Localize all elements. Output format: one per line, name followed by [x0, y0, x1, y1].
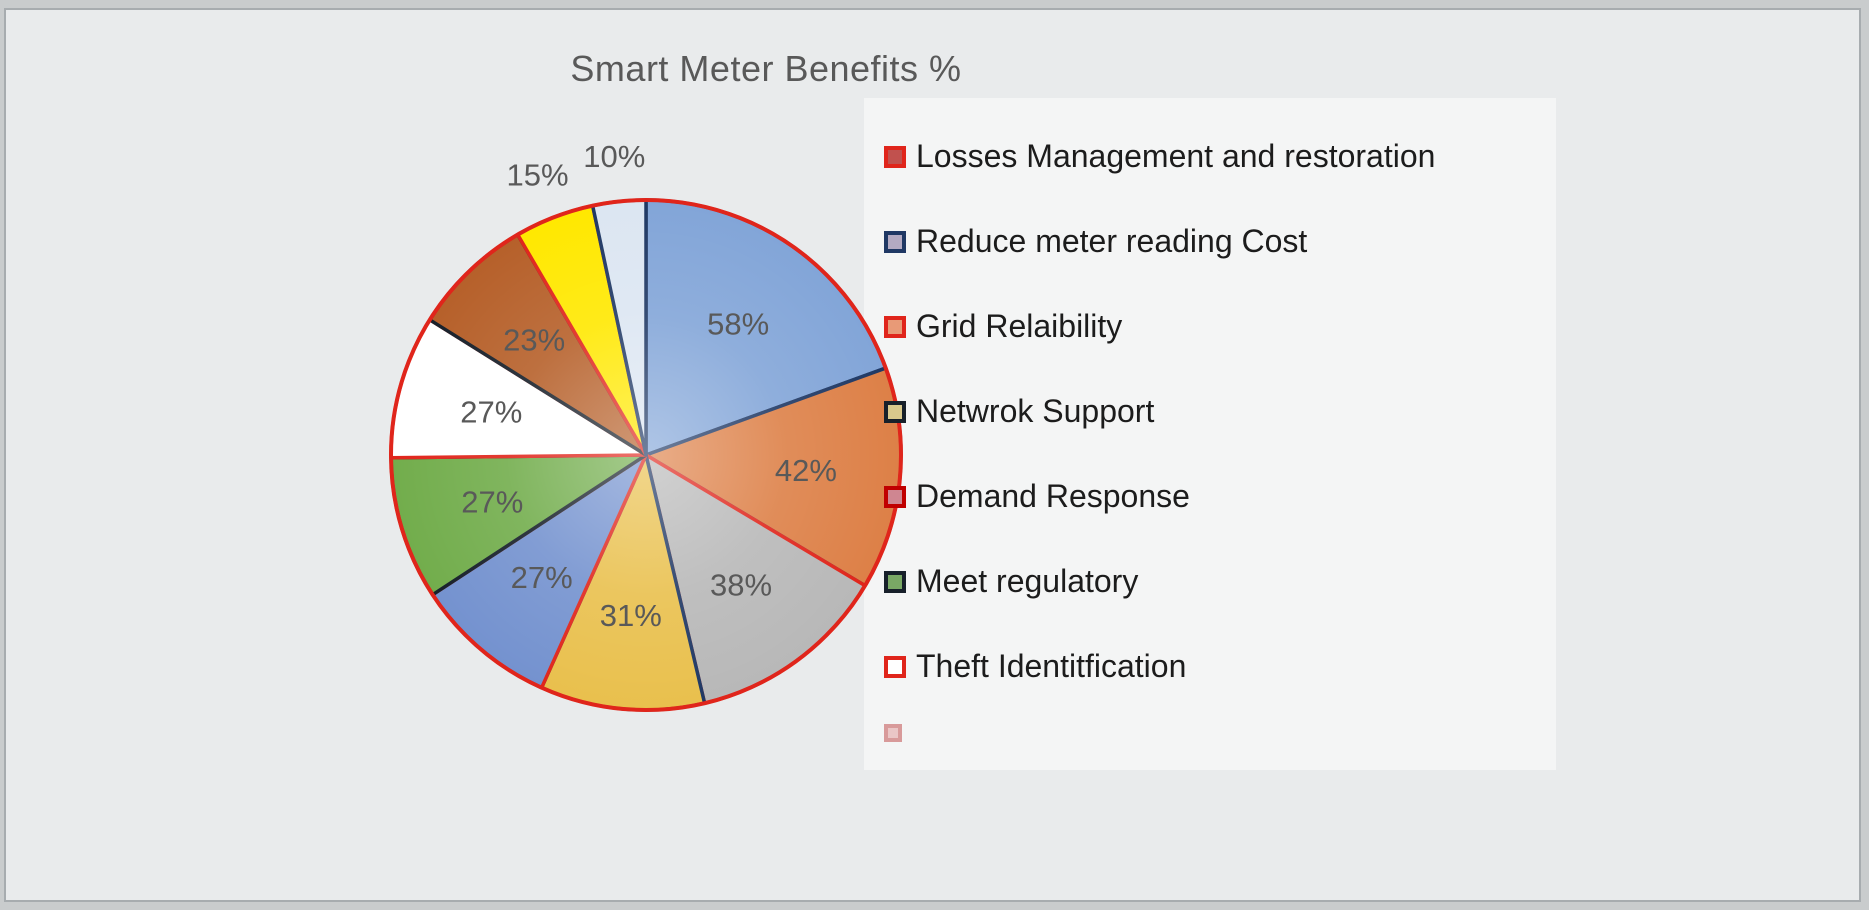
- pie-slice-labels: 58% 42% 38% 31% 27% 27% 27% 23% 15% 10%: [460, 139, 837, 633]
- legend-item-label: Reduce meter reading Cost: [916, 223, 1308, 259]
- legend-item: Netwrok Support: [884, 369, 1544, 454]
- legend-panel-background: [864, 98, 1556, 770]
- pie-chart-svg: 58% 42% 38% 31% 27% 27% 27% 23% 15% 10%: [389, 139, 903, 712]
- legend-swatch: [884, 315, 906, 338]
- legend-swatch: [884, 145, 906, 168]
- legend-item-label: Grid Relaibility: [916, 308, 1123, 344]
- pie-slice-label: 42%: [775, 453, 837, 488]
- legend-swatch: [884, 570, 906, 593]
- legend-item: Meet regulatory: [884, 539, 1544, 624]
- legend-item-label: Demand Response: [916, 478, 1190, 514]
- legend-item-label: Meet regulatory: [916, 563, 1139, 599]
- legend-item: Grid Relaibility: [884, 284, 1544, 369]
- pie-slice-label: 58%: [707, 307, 769, 342]
- pie-slice-label: 31%: [600, 598, 662, 633]
- legend-item: Reduce meter reading Cost: [884, 199, 1544, 284]
- pie-slice-label: 23%: [503, 323, 565, 358]
- legend-swatch: [884, 400, 906, 423]
- pie-slice-label: 15%: [506, 157, 568, 192]
- legend-swatch: [884, 724, 902, 742]
- chart-area: 58% 42% 38% 31% 27% 27% 27% 23% 15% 10% Smart Met…: [4, 8, 1861, 902]
- pie-slice-label: 10%: [583, 139, 645, 174]
- legend-item-label: Losses Management and restoration: [916, 138, 1436, 174]
- legend-item: Theft Identitfication: [884, 624, 1544, 709]
- pie-slice-label: 27%: [511, 560, 573, 595]
- legend: Losses Management and restoration Reduce…: [884, 114, 1544, 757]
- legend-item: Demand Response: [884, 454, 1544, 539]
- legend-item-label: Netwrok Support: [916, 393, 1155, 429]
- legend-item-label: Theft Identitfication: [916, 648, 1187, 684]
- legend-item: Losses Management and restoration: [884, 114, 1544, 199]
- pie-slice-label: 38%: [710, 568, 772, 603]
- pie-shine-overlay: [391, 200, 901, 710]
- legend-swatch: [884, 230, 906, 253]
- legend-swatch: [884, 485, 906, 508]
- pie-slice-label: 27%: [460, 395, 522, 430]
- chart-title: Smart Meter Benefits %: [570, 48, 962, 89]
- pie-slice-label: 27%: [461, 485, 523, 520]
- legend-item: [884, 709, 1544, 757]
- legend-swatch: [884, 655, 906, 678]
